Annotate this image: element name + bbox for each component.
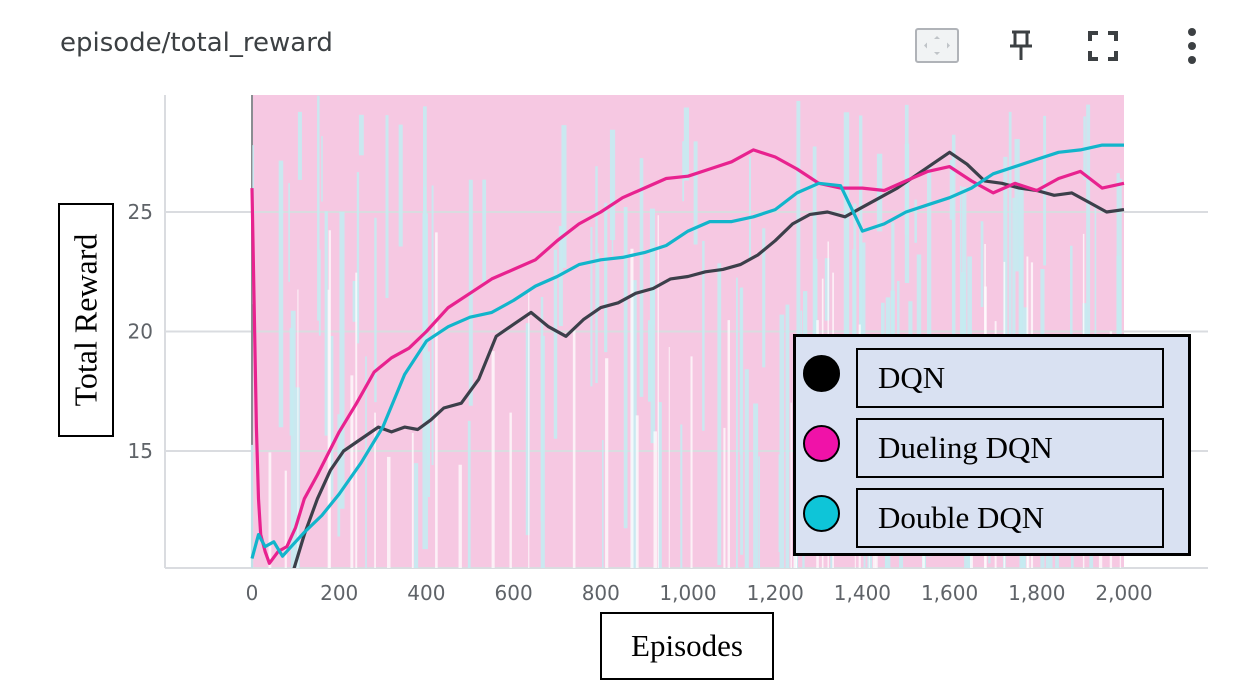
x-tick-label: 0	[246, 581, 259, 605]
x-tick-label: 2,000	[1095, 581, 1152, 605]
legend-label-dueling-dqn: Dueling DQN	[856, 418, 1164, 478]
fullscreen-icon	[1088, 31, 1118, 61]
more-options-button[interactable]	[1169, 24, 1215, 68]
x-axis-label-box: Episodes	[600, 612, 774, 680]
x-axis-label: Episodes	[631, 628, 743, 663]
x-tick-label: 1,000	[659, 581, 716, 605]
more-vert-icon	[1188, 28, 1196, 64]
x-tick-label: 400	[407, 581, 445, 605]
series-layer	[250, 143, 1125, 568]
x-tick-label: 800	[582, 581, 620, 605]
legend-marker-double-dqn	[803, 495, 840, 532]
legend-item-dqn: DQN	[796, 342, 1188, 408]
legend-label-double-dqn: Double DQN	[856, 488, 1164, 548]
y-axis-label: Total Reward	[67, 233, 104, 407]
fullscreen-button[interactable]	[1080, 24, 1126, 68]
y-axis-label-box: Total Reward	[58, 203, 114, 437]
pin-button[interactable]	[998, 24, 1044, 68]
fit-domain-button[interactable]	[914, 24, 960, 68]
series-line-dueling-dqn	[250, 148, 1125, 565]
x-tick-label: 1,600	[921, 581, 978, 605]
y-tick-label: 20	[128, 320, 153, 344]
legend-item-dueling-dqn: Dueling DQN	[796, 412, 1188, 478]
x-tick-label: 1,800	[1008, 581, 1065, 605]
y-tick-label: 15	[128, 439, 153, 463]
x-tick-label: 600	[495, 581, 533, 605]
x-tick-label: 1,200	[747, 581, 804, 605]
pin-icon	[1010, 30, 1032, 60]
legend-item-double-dqn: Double DQN	[796, 482, 1188, 548]
series-line-dqn	[292, 150, 1125, 568]
y-tick-label: 25	[128, 200, 153, 224]
chart-card-title: episode/total_reward	[60, 28, 333, 58]
legend-label-dqn: DQN	[856, 348, 1164, 408]
y-tick-labels: 15 20 25	[128, 200, 153, 463]
chart-toolbar	[900, 24, 1220, 68]
x-tick-label: 200	[320, 581, 358, 605]
legend-marker-dueling-dqn	[803, 425, 840, 462]
series-line-double-dqn	[250, 143, 1124, 559]
x-tick-label: 1,400	[834, 581, 891, 605]
fit-domain-icon	[915, 28, 959, 63]
legend-marker-dqn	[803, 355, 840, 392]
legend: DQN Dueling DQN Double DQN	[793, 334, 1191, 556]
x-tick-labels: 0 200 400 600 800 1,000 1,200 1,400 1,600 1,800 2,…	[246, 581, 1153, 605]
